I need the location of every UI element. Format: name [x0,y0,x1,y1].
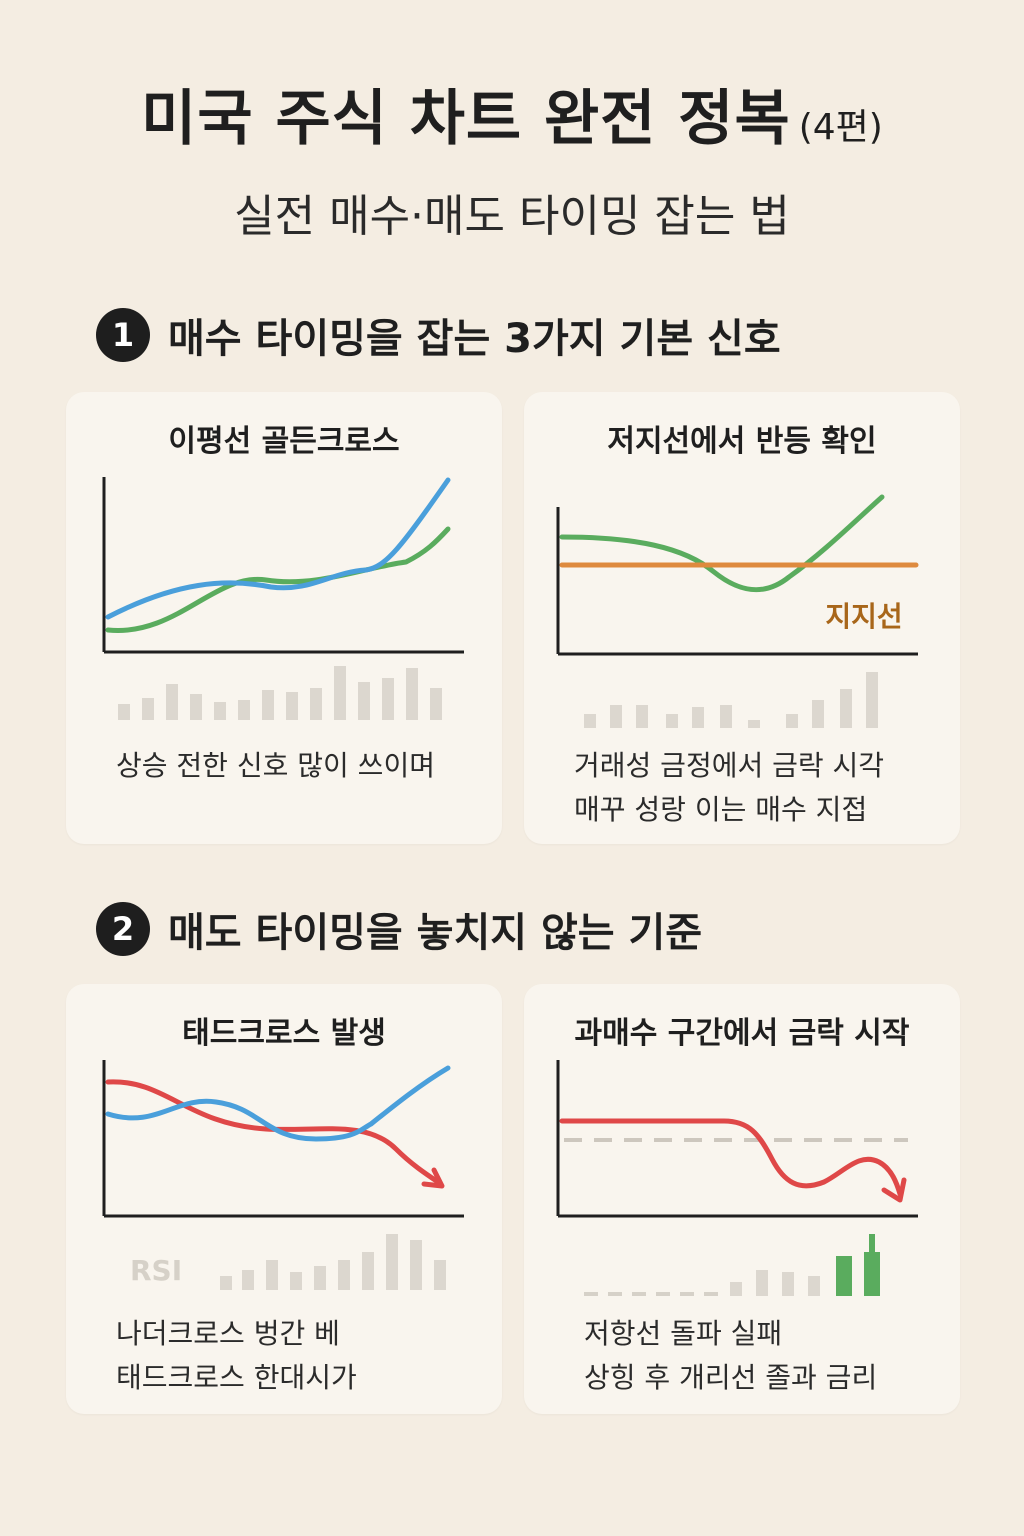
chart-dead-cross: RSI [102,1060,464,1290]
card-line: 상힝 후 개리선 졸과 금리 [584,1361,878,1394]
page-subtitle: 실전 매수·매도 타이밍 잡는 법 [234,191,790,242]
episode-label: (4편) [798,107,883,148]
page-title: 미국 주식 차트 완전 정복 [141,84,791,154]
long-ma-line [105,526,451,633]
card-line: 매꾸 성랑 이는 매수 지접 [574,793,868,826]
card-text-dead-cross: 나더크로스 벙간 베 태드크로스 한대시가 [116,1312,357,1400]
volume-bars [118,666,442,720]
card-line: 저항선 돌파 실패 [584,1317,783,1350]
chart-overbought-drop [556,1060,918,1296]
card-line: 태드크로스 한대시가 [116,1361,357,1394]
long-ma-line [105,1065,451,1142]
section-2-number: 2 [96,902,150,956]
rsi-label: RSI [130,1254,182,1287]
axes [102,477,464,654]
section-1-title: 매수 타이밍을 잡는 3가지 기본 신호 [168,316,781,362]
price-line [559,1118,903,1197]
card-title-golden-cross: 이평선 골든크로스 [168,424,400,459]
section-2-heading: 2 매도 타이밍을 놓치지 않는 기준 [96,900,702,958]
axes [556,507,918,656]
chart-golden-cross [102,477,464,720]
card-title-dead-cross: 태드크로스 발생 [182,1016,386,1051]
card-title-support-bounce: 저지선에서 반등 확인 [607,424,877,459]
card-title-overbought-drop: 과매수 구간에서 금락 시작 [574,1016,910,1051]
chart-support-bounce: 지지선 [556,494,919,728]
section-2-title: 매도 타이밍을 놓치지 않는 기준 [168,910,703,956]
card-overbought-drop: 과매수 구간에서 금락 시작 저항선 돌파 실패 상힝 후 개리선 졸과 금리 [524,984,960,1414]
section-1-number: 1 [96,308,150,362]
card-line: 상승 전한 신호 많이 쓰이며 [116,749,435,782]
section-1-heading: 1 매수 타이밍을 잡는 3가지 기본 신호 [96,306,781,364]
card-line: 거래성 금정에서 금락 시각 [574,749,885,782]
card-text-golden-cross: 상승 전한 신호 많이 쓰이며 [116,744,435,788]
axes [556,1060,918,1218]
short-ma-line [105,1079,441,1185]
card-text-overbought-drop: 저항선 돌파 실패 상힝 후 개리선 졸과 금리 [584,1312,877,1400]
card-support-bounce: 저지선에서 반등 확인 지지선 거래성 금정에서 금락 시각 매꾸 성랑 이는 … [524,392,960,844]
volume-bars [584,672,878,728]
support-label: 지지선 [825,600,902,633]
volume-bars [730,1234,880,1296]
short-ma-line [105,477,451,620]
card-line: 나더크로스 벙간 베 [116,1317,340,1350]
arrow-head [421,1167,445,1189]
arrow-head [881,1177,907,1203]
card-text-support-bounce: 거래성 금정에서 금락 시각 매꾸 성랑 이는 매수 지접 [574,744,884,832]
price-line [559,494,885,593]
axes [102,1060,464,1218]
card-golden-cross: 이평선 골든크로스 상승 전한 신호 많이 쓰이며 [66,392,502,844]
title-block: 미국 주식 차트 완전 정복 (4편) [0,70,1024,157]
volume-bars [220,1234,446,1290]
card-dead-cross: 태드크로스 발생 RSI 나더크로스 벙간 베 태드크로스 한대시가 [66,984,502,1414]
